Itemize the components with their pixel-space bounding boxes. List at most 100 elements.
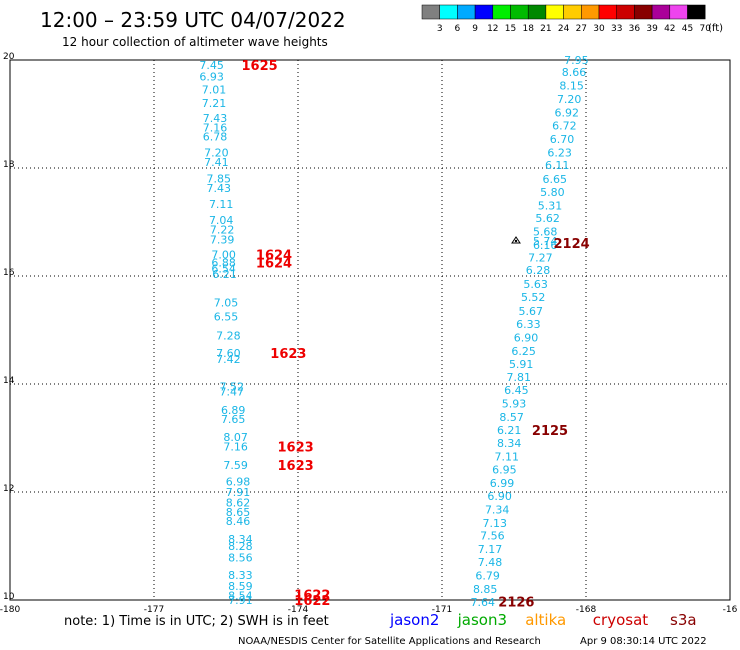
wave-height-label: 6.28 [526, 264, 551, 277]
pass-number-label: 2124 [554, 237, 590, 252]
wave-height-label: 6.54 [211, 262, 236, 275]
wave-height-label: 6.95 [492, 463, 517, 476]
color-legend: 3 6 9 12 15 18 21 24 27 30 33 36 39 42 45 70 [421, 4, 711, 34]
pass-number-label: 1623 [270, 347, 306, 362]
wave-height-label: 6.33 [516, 318, 541, 331]
wave-height-label: 6.65 [543, 173, 568, 186]
wave-height-label: 7.65 [221, 413, 246, 426]
legend-swatch [669, 4, 688, 20]
wave-height-label: 5.74 [533, 235, 558, 248]
wave-height-label: 6.92 [555, 106, 580, 119]
wave-height-label: 7.45 [199, 59, 224, 72]
y-tick-label: 12 [3, 484, 14, 494]
wave-height-label: 7.42 [216, 353, 241, 366]
wave-height-label: 7.39 [210, 233, 235, 246]
pass-number-label: 1624 [256, 257, 292, 272]
wave-height-label: 7.17 [478, 543, 503, 556]
wave-height-label: 6.21 [497, 424, 522, 437]
wave-height-label: 7.22 [210, 224, 235, 237]
wave-height-label: 7.64 [471, 596, 496, 609]
x-tick-label: -16 [723, 605, 738, 615]
wave-height-label: 7.27 [528, 252, 553, 265]
wave-height-label: 7.20 [204, 146, 229, 159]
legend-bin-label: 24 [558, 24, 570, 34]
pass-number-label: 2126 [498, 596, 534, 611]
wave-height-label: 8.62 [226, 496, 251, 509]
y-tick-label: 14 [3, 376, 15, 386]
legend-bin-label: 12 [487, 24, 498, 34]
wave-height-label: 7.48 [478, 556, 503, 569]
wave-height-label: 6.72 [552, 119, 577, 132]
wave-height-label: 5.80 [540, 186, 565, 199]
page-title: 12:00 – 23:59 UTC 04/07/2022 [40, 8, 346, 32]
pass-number-label: 1622 [294, 589, 330, 604]
wave-height-label: 6.79 [475, 570, 500, 583]
wave-height-label: 8.28 [228, 540, 253, 553]
x-tick-label: -177 [144, 605, 164, 615]
wave-height-label: 7.20 [557, 93, 582, 106]
x-tick-label: -168 [576, 605, 597, 615]
wave-height-label: 8.34 [228, 533, 253, 546]
wave-height-label: 6.23 [547, 146, 572, 159]
wave-height-label: 8.85 [473, 583, 498, 596]
legend-swatch [421, 4, 440, 20]
x-tick-label: -180 [0, 605, 20, 615]
legend-bin-label: 33 [611, 24, 622, 34]
pass-number-label: 1622 [294, 594, 330, 609]
wave-height-label: 7.60 [216, 347, 241, 360]
x-tick-label: -171 [432, 605, 452, 615]
grid-lines [10, 60, 730, 600]
wave-height-label: 5.52 [521, 291, 546, 304]
wave-height-label: 7.91 [226, 486, 251, 499]
wave-height-label: 7.81 [507, 371, 532, 384]
wave-height-label: 7.16 [203, 122, 228, 135]
legend-swatch [545, 4, 564, 20]
wave-height-label: 5.62 [535, 212, 560, 225]
wave-height-label: 8.66 [562, 66, 587, 79]
pass-number-label: 1625 [242, 59, 278, 74]
legend-bin-label: 15 [505, 24, 516, 34]
wave-height-label: 5.31 [538, 199, 563, 212]
wave-height-label: 5.68 [533, 226, 558, 239]
plot-frame [9, 59, 731, 601]
wave-height-label: 7.13 [483, 517, 508, 530]
wave-height-label: 6.99 [490, 477, 515, 490]
pass-number-label: 1623 [278, 441, 314, 456]
legend-bin-label: 27 [576, 24, 587, 34]
wave-height-label: 7.28 [216, 329, 241, 342]
wave-height-label: 8.34 [497, 437, 522, 450]
wave-height-label: 7.47 [220, 386, 245, 399]
wave-height-label: 7.21 [202, 97, 227, 110]
legend-bin-label: 30 [593, 24, 605, 34]
satellite-name-s3a: s3a [670, 611, 697, 629]
wave-height-label: 5.63 [523, 278, 548, 291]
wave-height-label: 7.04 [209, 214, 234, 227]
wave-height-values: 7.456.937.017.217.437.166.787.207.417.85… [199, 54, 588, 609]
satellite-name-cryosat: cryosat [593, 611, 648, 629]
wave-height-label: 8.59 [228, 580, 253, 593]
wave-height-label: 8.54 [228, 590, 253, 603]
wave-height-label: 6.21 [212, 268, 237, 281]
wave-height-label: 7.41 [204, 156, 229, 169]
footer-credit: NOAA/NESDIS Center for Satellite Applica… [238, 636, 541, 647]
y-tick-label: 20 [3, 52, 15, 62]
legend-unit-label: (ft) [708, 23, 723, 34]
satellite-name-altika: altika [525, 611, 566, 629]
axis-ticks: -180 -177 -174 -171 -168 -16 10 12 14 16 18 20 [0, 52, 738, 615]
wave-height-label: 6.55 [214, 311, 239, 324]
wave-height-label: 5.67 [519, 305, 544, 318]
wave-height-label: 7.52 [220, 381, 245, 394]
wave-height-label: 8.07 [223, 431, 248, 444]
legend-swatch [581, 4, 600, 20]
wave-height-label: 7.95 [564, 54, 589, 67]
legend-bin-label: 36 [629, 24, 641, 34]
wave-height-label: 8.57 [499, 411, 524, 424]
wave-height-label: 7.11 [209, 198, 234, 211]
legend-bin-label: 70 [699, 24, 711, 34]
wave-height-label: 7.01 [202, 84, 227, 97]
wave-height-label: 7.34 [485, 503, 510, 516]
wave-height-label: 6.90 [487, 490, 512, 503]
footer-note: note: 1) Time is in UTC; 2) SWH is in fe… [64, 614, 329, 629]
wave-height-label: 8.33 [228, 569, 253, 582]
